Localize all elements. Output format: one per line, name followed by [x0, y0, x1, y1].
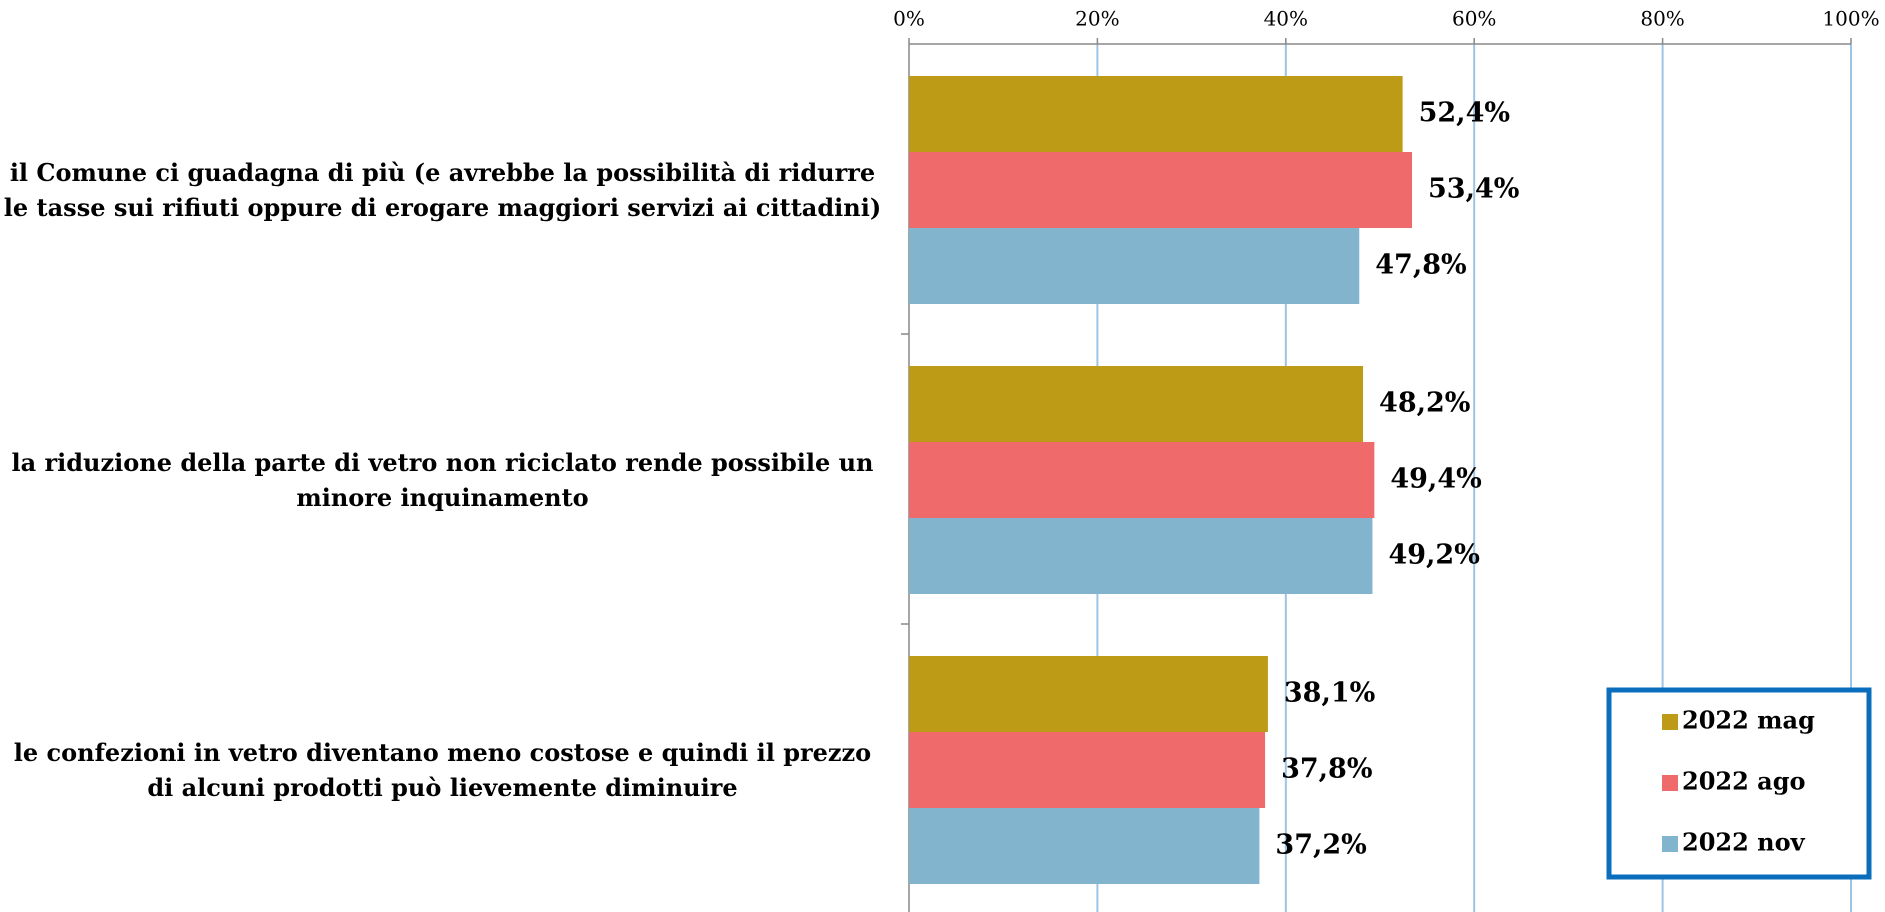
category-label: le confezioni in vetro diventano meno co…: [13, 738, 872, 802]
bar: [909, 656, 1268, 732]
category-label: il Comune ci guadagna di più (e avrebbe …: [3, 158, 882, 222]
data-label: 37,8%: [1281, 754, 1372, 785]
legend-label: 2022 ago: [1682, 767, 1806, 796]
legend-swatch: [1662, 836, 1678, 852]
data-label: 49,4%: [1390, 464, 1481, 495]
bar: [909, 442, 1375, 518]
x-tick-label: 20%: [1075, 7, 1119, 31]
x-tick-label: 60%: [1452, 7, 1496, 31]
x-tick-label: 100%: [1822, 7, 1879, 31]
data-label: 49,2%: [1388, 540, 1479, 571]
data-label: 48,2%: [1379, 388, 1470, 419]
legend-label: 2022 mag: [1682, 706, 1815, 735]
data-label: 53,4%: [1428, 174, 1519, 205]
legend-swatch: [1662, 714, 1678, 730]
x-tick-label: 0%: [893, 7, 925, 31]
data-label: 47,8%: [1375, 250, 1466, 281]
bar: [909, 76, 1403, 152]
category-label: la riduzione della parte di vetro non ri…: [11, 448, 874, 512]
legend-box: [1606, 687, 1872, 880]
bar: [909, 518, 1373, 594]
bar: [909, 808, 1260, 884]
data-label: 37,2%: [1275, 830, 1366, 861]
data-label: 38,1%: [1284, 678, 1375, 709]
legend-label: 2022 nov: [1682, 828, 1806, 857]
x-tick-label: 80%: [1640, 7, 1684, 31]
bar: [909, 732, 1266, 808]
bar: [909, 152, 1413, 228]
legend-swatch: [1662, 775, 1678, 791]
bar: [909, 366, 1364, 442]
bar: [909, 228, 1360, 304]
data-label: 52,4%: [1419, 98, 1510, 129]
x-tick-label: 40%: [1264, 7, 1308, 31]
